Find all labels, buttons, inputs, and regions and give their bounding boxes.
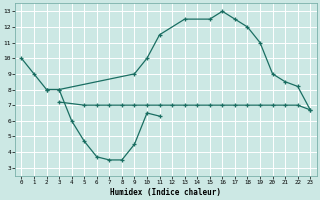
X-axis label: Humidex (Indice chaleur): Humidex (Indice chaleur)	[110, 188, 221, 197]
